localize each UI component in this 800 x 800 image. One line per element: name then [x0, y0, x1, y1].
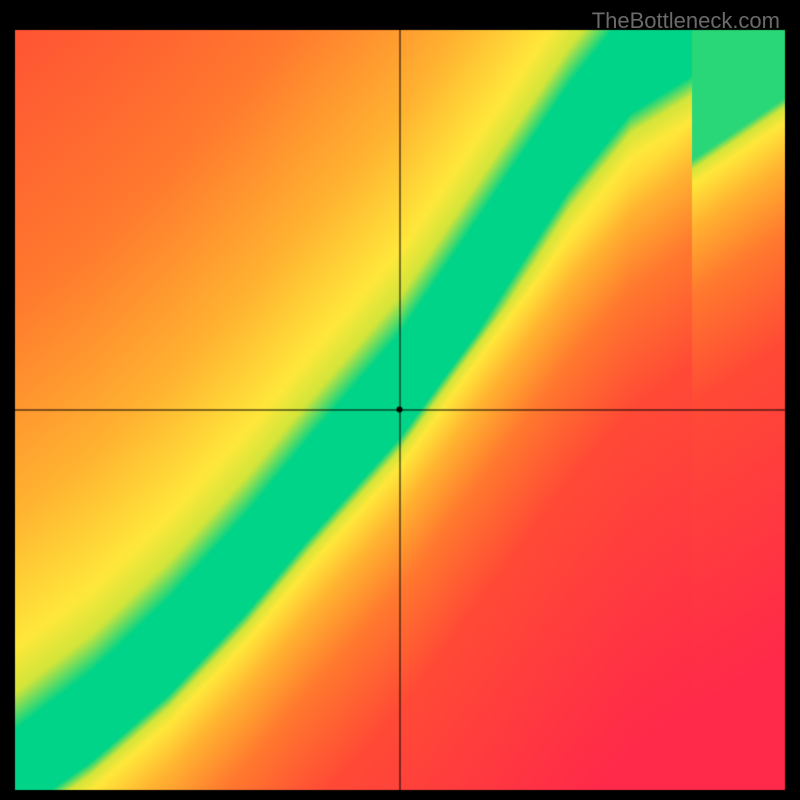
- chart-container: TheBottleneck.com: [0, 0, 800, 800]
- watermark-text: TheBottleneck.com: [592, 8, 780, 34]
- heatmap-canvas: [0, 0, 800, 800]
